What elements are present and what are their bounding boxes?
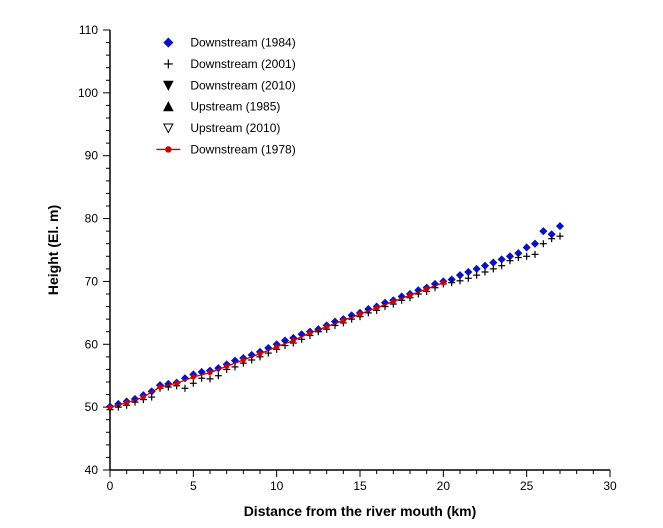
legend-label: Upstream (1985) [190, 100, 280, 114]
legend-label: Downstream (1978) [190, 142, 295, 156]
svg-text:40: 40 [85, 463, 99, 477]
legend-label: Downstream (2010) [190, 78, 295, 92]
svg-text:60: 60 [85, 337, 99, 351]
svg-text:0: 0 [107, 479, 114, 493]
svg-text:15: 15 [353, 479, 367, 493]
series-ds1978 [108, 281, 446, 410]
legend-label: Downstream (2001) [190, 57, 295, 71]
x-axis-label: Distance from the river mouth (km) [244, 503, 477, 519]
chart-svg: 0 5 10 15 20 25 30 40 50 60 70 80 90 100 110 Distance f… [0, 0, 663, 528]
svg-text:50: 50 [85, 400, 99, 414]
svg-text:80: 80 [85, 212, 99, 226]
svg-text:70: 70 [85, 274, 99, 288]
svg-text:20: 20 [437, 479, 451, 493]
chart-root: 0 5 10 15 20 25 30 40 50 60 70 80 90 100 110 Distance f… [0, 0, 663, 528]
svg-text:90: 90 [85, 149, 99, 163]
y-axis-label: Height (El. m) [45, 205, 61, 295]
svg-text:25: 25 [520, 479, 534, 493]
svg-text:100: 100 [78, 86, 98, 100]
legend [156, 38, 180, 152]
svg-text:30: 30 [603, 479, 617, 493]
plot-area [107, 223, 564, 414]
svg-text:110: 110 [79, 23, 98, 37]
legend-label: Upstream (2010) [190, 121, 280, 135]
svg-text:5: 5 [190, 479, 197, 493]
svg-text:10: 10 [270, 479, 284, 493]
legend-label: Downstream (1984) [190, 36, 295, 50]
